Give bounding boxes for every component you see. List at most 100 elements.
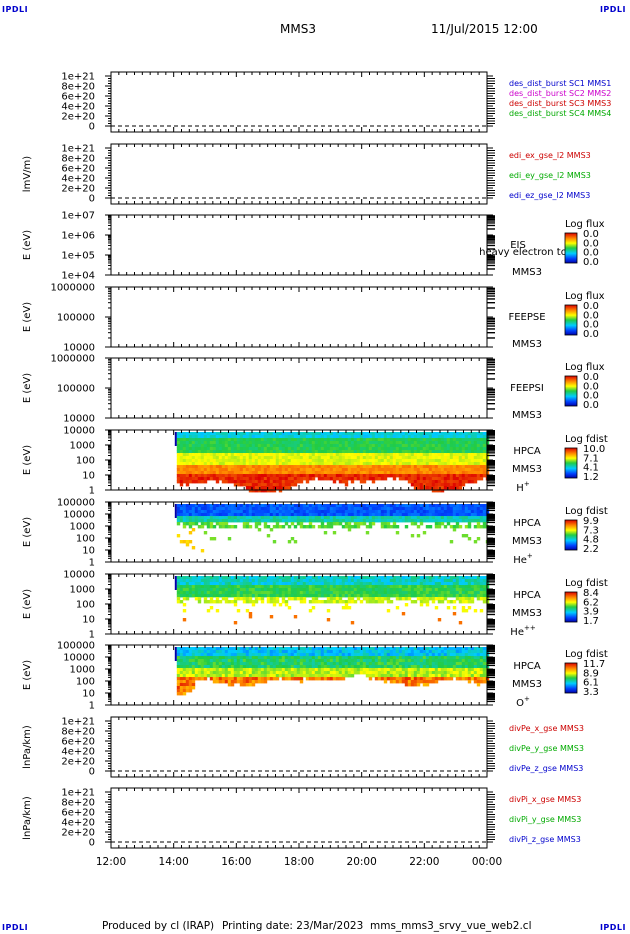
spectrogram-cell: [422, 579, 427, 583]
spectrogram-cell: [359, 462, 364, 466]
spectrogram-cell: [470, 444, 475, 448]
spectrogram-cell: [275, 597, 280, 601]
spectrogram-cell: [242, 462, 247, 466]
spectrogram-cell: [473, 507, 478, 511]
spectrogram-cell: [434, 453, 439, 457]
spectrogram-cell: [455, 585, 460, 589]
spectrogram-cell: [251, 474, 256, 478]
spectrogram-cell: [314, 504, 319, 508]
spectrogram-cell: [257, 447, 262, 451]
spectrogram-cell: [224, 468, 229, 472]
spectrogram-cell: [275, 468, 280, 472]
spectrogram-cell: [311, 432, 316, 436]
spectrogram-cell: [461, 465, 466, 469]
spectrogram-cell: [410, 474, 415, 478]
spectrogram-cell: [284, 450, 289, 454]
spectrogram-cell: [476, 582, 481, 586]
spectrogram-cell: [254, 480, 259, 484]
y-tick-label: 10000: [63, 570, 95, 581]
y-tick-label: 8e+20: [61, 82, 95, 93]
spectrogram-cell: [257, 579, 262, 583]
spectrogram-cell: [449, 540, 454, 544]
spectrogram-cell: [389, 576, 394, 580]
spectrogram-cell: [269, 486, 274, 490]
spectrogram-cell: [386, 522, 391, 526]
spectrogram-cell: [176, 465, 181, 469]
spectrogram-cell: [464, 588, 469, 592]
spectrogram-cell: [455, 576, 460, 580]
spectrogram-cell: [401, 441, 406, 445]
spectrogram-cell: [212, 582, 217, 586]
spectrogram-cell: [206, 474, 211, 478]
spectrogram-cell: [356, 435, 361, 439]
spectrogram-cell: [431, 435, 436, 439]
spectrogram-cell: [323, 594, 328, 598]
y-tick-label: 0: [89, 122, 95, 133]
spectrogram-cell: [251, 513, 256, 517]
spectrogram-cell: [347, 438, 352, 442]
spectrogram-cell: [275, 576, 280, 580]
spectrogram-cell: [299, 453, 304, 457]
spectrogram-cell: [365, 504, 370, 508]
spectrogram-cell: [287, 435, 292, 439]
spectrogram-cell: [443, 579, 448, 583]
spectrogram-cell: [359, 438, 364, 442]
spectrogram-cell: [185, 585, 190, 589]
spectrogram-cell: [236, 591, 241, 595]
spectrogram-cell: [242, 522, 247, 526]
spectrogram-cell: [248, 513, 253, 517]
spectrogram-cell: [362, 591, 367, 595]
spectrogram-cell: [443, 504, 448, 508]
spectrogram-cell: [197, 513, 202, 517]
spectrogram-cell: [224, 477, 229, 481]
spectrogram-cell: [347, 576, 352, 580]
spectrogram-cell: [323, 438, 328, 442]
spectrogram-cell: [245, 504, 250, 508]
colorbar-title: Log fdist: [565, 434, 608, 445]
spectrogram-cell: [389, 444, 394, 448]
species-charge: +: [527, 552, 533, 560]
spectrogram-cell: [236, 435, 241, 439]
spectrogram-cell: [185, 483, 190, 487]
spectrogram-cell: [359, 471, 364, 475]
spectrogram-cell: [299, 504, 304, 508]
spectrogram-cell: [200, 516, 205, 520]
spectrogram-cell: [365, 531, 370, 535]
spectrogram-cell: [188, 456, 193, 460]
corner-label-bottom-left: IPDLI: [2, 923, 29, 932]
spectrogram-cell: [233, 477, 238, 481]
spectrogram-cell: [293, 615, 298, 619]
spectrogram-cell: [260, 576, 265, 580]
legend-entry: edi_ez_gse_l2 MMS3: [509, 191, 590, 200]
spectrogram-cell: [407, 582, 412, 586]
spectrogram-cell: [473, 510, 478, 514]
spectrogram-cell: [206, 450, 211, 454]
spectrogram-cell: [341, 477, 346, 481]
spectrogram-cell: [293, 456, 298, 460]
spectrogram-cell: [272, 444, 277, 448]
spectrogram-cell: [404, 444, 409, 448]
spectrogram-cell: [401, 432, 406, 436]
spectrogram-cell: [449, 459, 454, 463]
spectrogram-cell: [206, 588, 211, 592]
spectrogram-cell: [341, 465, 346, 469]
spectrogram-cell: [440, 441, 445, 445]
spectrogram-cell: [413, 600, 418, 604]
spectrogram-cell: [200, 453, 205, 457]
spectrogram-cell: [410, 600, 415, 604]
spectrogram-cell: [236, 576, 241, 580]
spectrogram-cell: [455, 441, 460, 445]
spectrogram-cell: [374, 456, 379, 460]
spectrogram-cell: [407, 477, 412, 481]
spectrogram-cell: [176, 480, 181, 484]
spectrogram-cell: [344, 462, 349, 466]
spectrogram-cell: [482, 510, 487, 514]
spectrogram-cell: [275, 591, 280, 595]
spectrogram-cell: [251, 438, 256, 442]
spectrogram-cell: [194, 477, 199, 481]
spectrogram-cell: [194, 504, 199, 508]
spectrogram-cell: [407, 579, 412, 583]
spectrogram-cell: [299, 441, 304, 445]
spectrogram-cell: [338, 513, 343, 517]
spectrogram-cell: [227, 510, 232, 514]
